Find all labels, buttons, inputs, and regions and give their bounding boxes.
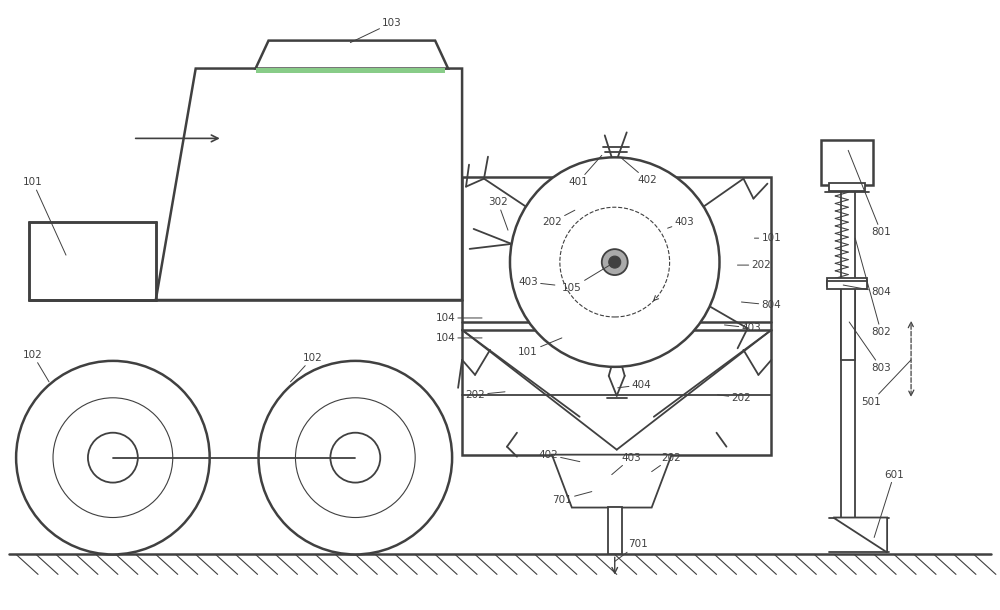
Text: 202: 202 xyxy=(542,210,575,227)
Circle shape xyxy=(16,361,210,554)
Text: 802: 802 xyxy=(855,238,891,337)
Text: 804: 804 xyxy=(741,300,781,310)
Bar xyxy=(462,178,771,454)
Bar xyxy=(827,281,867,289)
Text: 105: 105 xyxy=(562,262,615,293)
Text: 202: 202 xyxy=(465,390,505,400)
Polygon shape xyxy=(256,41,448,68)
Text: 104: 104 xyxy=(435,313,482,323)
Bar xyxy=(841,285,855,360)
Text: 202: 202 xyxy=(652,453,681,472)
Text: 501: 501 xyxy=(861,360,911,407)
Circle shape xyxy=(609,256,621,268)
Text: 804: 804 xyxy=(843,285,891,297)
Circle shape xyxy=(53,398,173,517)
Text: 701: 701 xyxy=(615,539,647,561)
Text: 101: 101 xyxy=(754,233,781,243)
Text: 402: 402 xyxy=(538,450,580,462)
Circle shape xyxy=(602,249,628,275)
Text: 103: 103 xyxy=(350,18,402,43)
Bar xyxy=(829,183,865,192)
Text: 104: 104 xyxy=(435,333,482,343)
Circle shape xyxy=(259,361,452,554)
Polygon shape xyxy=(833,517,887,553)
Circle shape xyxy=(88,432,138,483)
Text: 701: 701 xyxy=(552,492,592,504)
Text: 101: 101 xyxy=(518,338,562,357)
Circle shape xyxy=(330,432,380,483)
Text: 402: 402 xyxy=(622,159,657,185)
Bar xyxy=(841,185,855,517)
Text: 601: 601 xyxy=(874,470,904,537)
Bar xyxy=(608,506,622,554)
Text: 202: 202 xyxy=(718,393,751,403)
Text: 302: 302 xyxy=(488,197,508,230)
Bar xyxy=(256,68,445,73)
Text: 102: 102 xyxy=(23,350,49,382)
Text: 401: 401 xyxy=(568,156,602,187)
Text: 803: 803 xyxy=(849,322,891,373)
Bar xyxy=(821,140,873,185)
Text: 102: 102 xyxy=(290,353,322,382)
Polygon shape xyxy=(29,222,156,300)
Text: 101: 101 xyxy=(23,178,66,255)
Polygon shape xyxy=(552,454,672,508)
Polygon shape xyxy=(156,68,462,300)
Text: 202: 202 xyxy=(737,260,771,270)
Text: 404: 404 xyxy=(618,380,651,390)
Bar xyxy=(827,278,867,286)
Text: 403: 403 xyxy=(518,277,555,287)
Circle shape xyxy=(510,157,719,367)
Text: 801: 801 xyxy=(848,150,891,237)
Text: 403: 403 xyxy=(724,323,761,333)
Text: 403: 403 xyxy=(612,453,641,475)
Text: 403: 403 xyxy=(668,217,694,228)
Circle shape xyxy=(295,398,415,517)
